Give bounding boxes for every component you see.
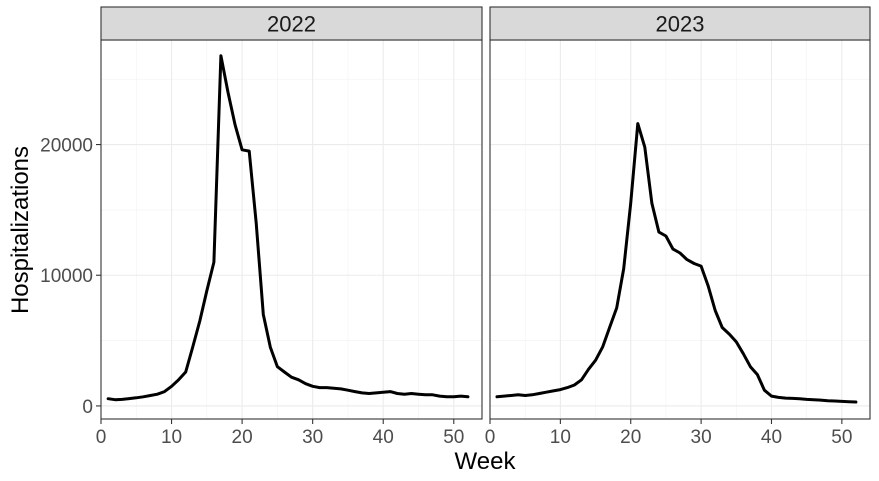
panel-2023: 2023 0 10 20 30 40 50 xyxy=(485,6,871,448)
x-tick-label: 30 xyxy=(302,427,323,448)
series-line-2023 xyxy=(495,122,858,404)
x-axis-title: Week xyxy=(455,448,517,475)
facet-strip-label: 2022 xyxy=(267,12,316,37)
x-tick-label: 0 xyxy=(485,427,496,448)
x-tick-label: 20 xyxy=(232,427,253,448)
x-tick-label: 30 xyxy=(691,427,712,448)
y-tick-label: 10000 xyxy=(40,266,93,287)
x-tick-label: 10 xyxy=(550,427,571,448)
panel-2022: 2022 0 10 20 30 40 50 0 10000 20000 xyxy=(40,6,483,448)
y-tick-label: 20000 xyxy=(40,136,93,157)
x-tick-label: 50 xyxy=(443,427,464,448)
x-tick-label: 10 xyxy=(161,427,182,448)
y-tick-label: 0 xyxy=(82,397,93,418)
y-axis-title: Hospitalizations xyxy=(7,146,34,314)
panel-background xyxy=(490,40,870,419)
x-tick-label: 40 xyxy=(373,427,394,448)
facet-strip-label: 2023 xyxy=(656,12,705,37)
facet-panels: 2022 0 10 20 30 40 50 0 10000 20000 2023 0 10 20 30 40 5… xyxy=(40,6,871,448)
x-tick-label: 20 xyxy=(620,427,641,448)
x-tick-label: 40 xyxy=(761,427,782,448)
panel-background xyxy=(101,40,482,419)
x-tick-label: 0 xyxy=(96,427,107,448)
facet-strip xyxy=(489,6,871,41)
series-line-2022 xyxy=(106,54,470,402)
facet-strip xyxy=(100,6,483,41)
x-tick-label: 50 xyxy=(831,427,852,448)
